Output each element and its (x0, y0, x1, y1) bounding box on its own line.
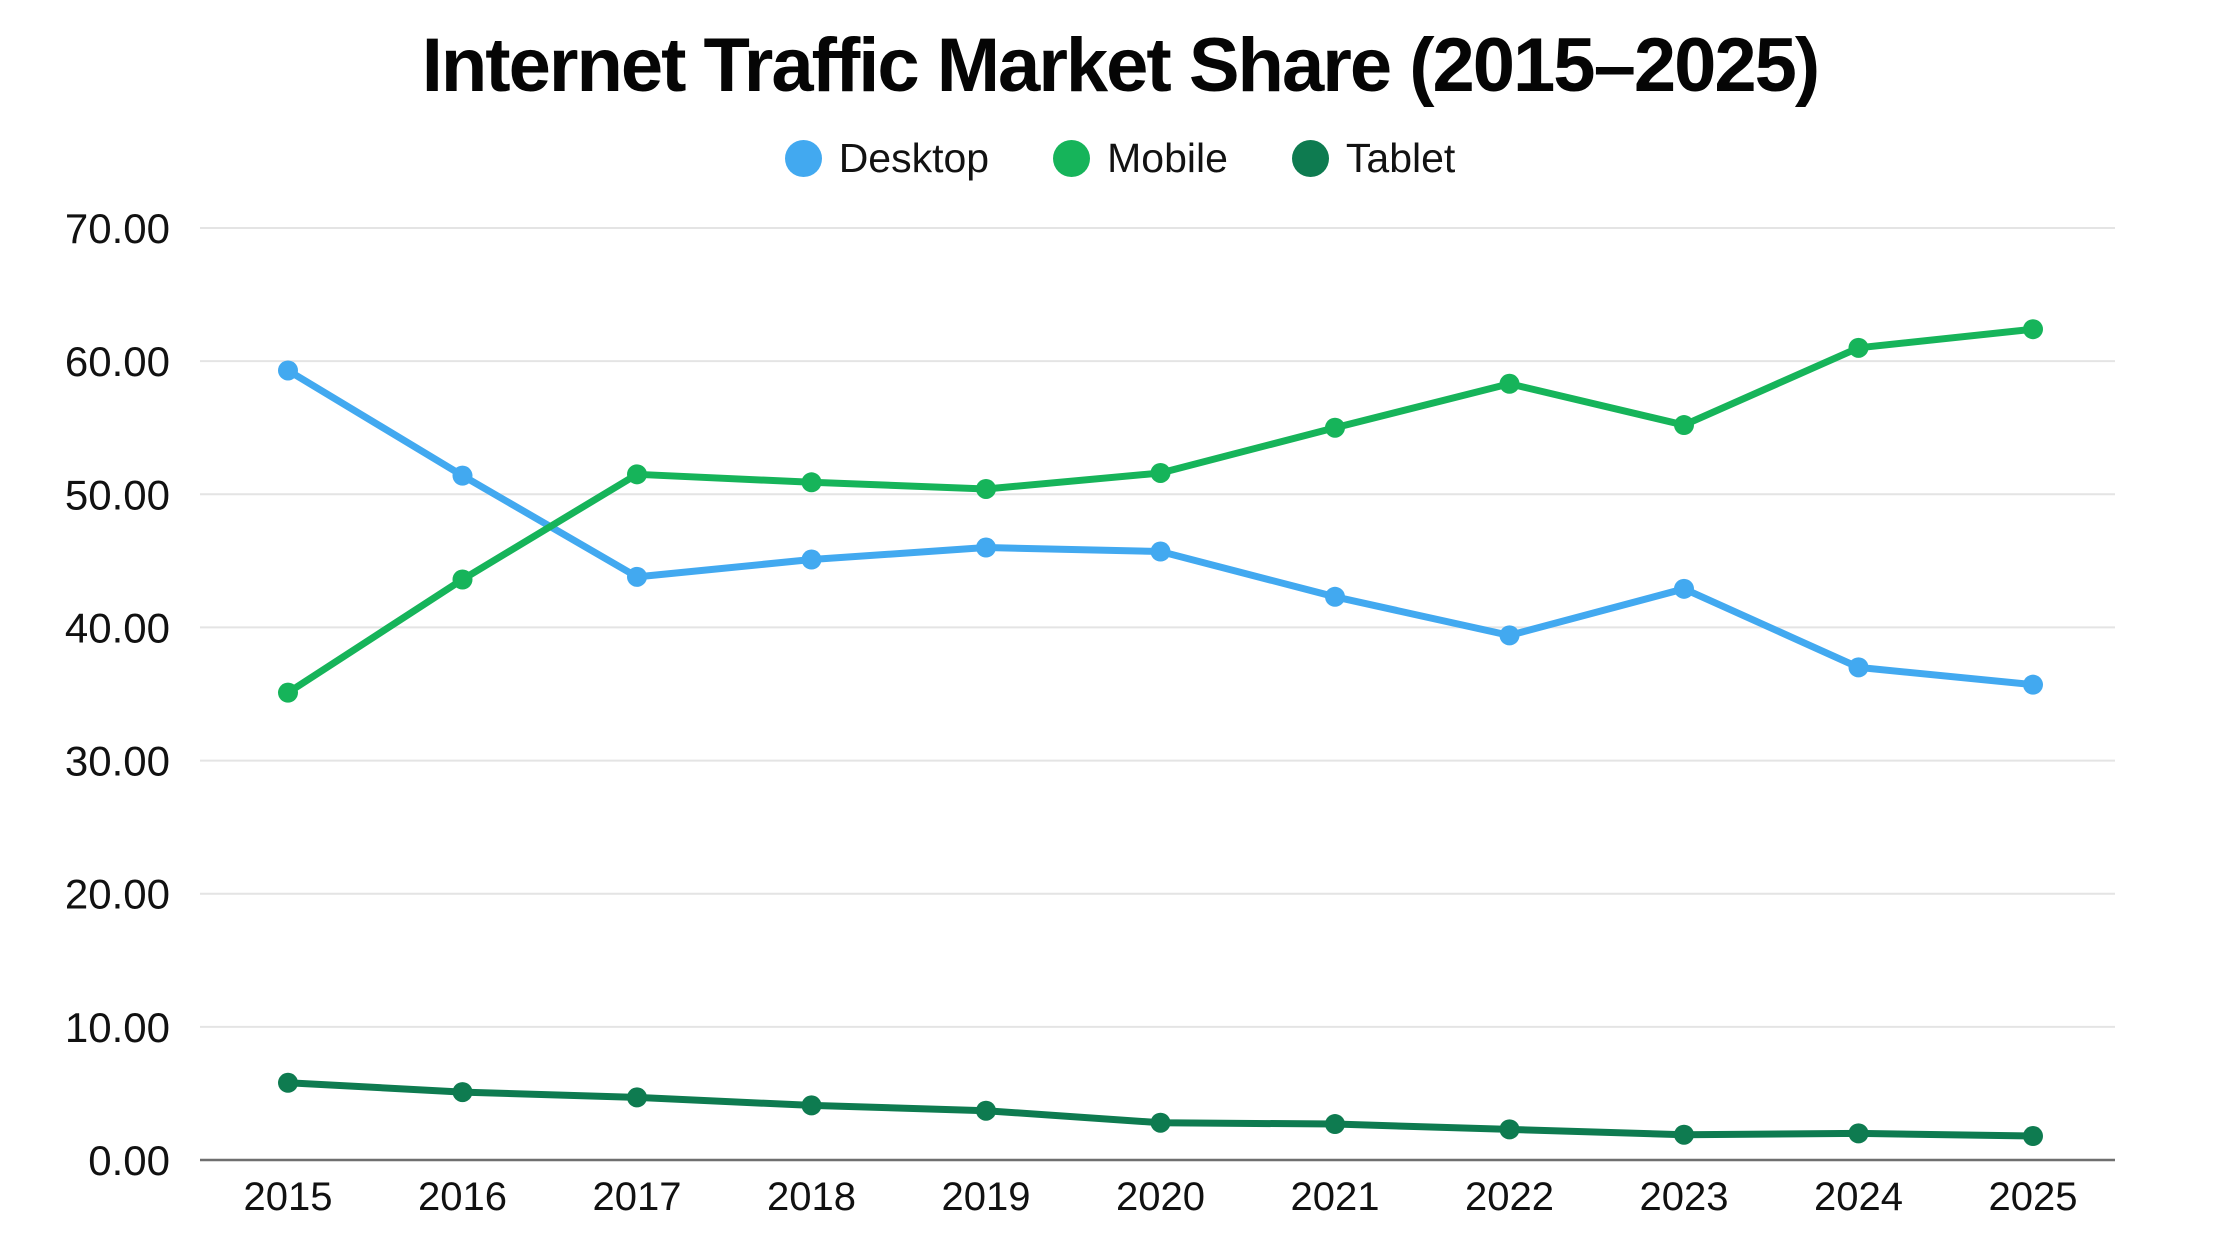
desktop-point-2021 (1325, 586, 1345, 607)
y-tick-label: 30.00 (65, 738, 170, 785)
chart-title: Internet Traffic Market Share (2015–2025… (421, 23, 1820, 108)
tablet-point-2020 (1150, 1112, 1171, 1133)
x-tick-label: 2022 (1465, 1175, 1554, 1219)
y-tick-label: 40.00 (65, 604, 170, 651)
x-tick-label: 2025 (1989, 1175, 2078, 1219)
x-tick-label: 2024 (1814, 1175, 1903, 1219)
mobile-point-2018 (801, 472, 822, 493)
gridlines (200, 227, 2115, 1028)
x-tick-label: 2018 (767, 1175, 856, 1219)
desktop-point-2023 (1674, 578, 1694, 599)
tablet-point-2017 (627, 1087, 647, 1108)
series-mobile (278, 319, 2043, 703)
x-tick-label: 2016 (418, 1175, 507, 1219)
mobile-point-2022 (1499, 373, 1520, 394)
mobile-legend-dot-icon (1053, 140, 1091, 177)
x-axis-labels: 2015 2016 2017 2018 2019 2020 2021 2022 2023 2024… (244, 1175, 2078, 1219)
tablet-point-2025 (2023, 1126, 2043, 1147)
mobile-point-2020 (1150, 462, 1171, 483)
mobile-point-2015 (278, 682, 298, 703)
tablet-point-2023 (1674, 1124, 1694, 1145)
y-tick-label: 60.00 (65, 338, 170, 385)
tablet-legend-dot-icon (1291, 140, 1329, 177)
desktop-point-2020 (1150, 541, 1171, 562)
desktop-point-2018 (801, 549, 822, 570)
tablet-point-2022 (1499, 1119, 1520, 1140)
series-tablet (278, 1072, 2043, 1147)
desktop-point-2015 (278, 360, 298, 381)
y-tick-label: 20.00 (65, 871, 170, 918)
tablet-point-2024 (1848, 1123, 1869, 1144)
mobile-point-2025 (2023, 319, 2043, 340)
legend-item-mobile[interactable]: Mobile (1053, 138, 1228, 179)
mobile-point-2017 (627, 464, 647, 485)
mobile-line (284, 325, 2037, 697)
x-tick-label: 2020 (1116, 1175, 1205, 1219)
series-desktop (278, 360, 2043, 695)
y-tick-label: 70.00 (65, 205, 170, 252)
tablet-legend-label: Tablet (1345, 135, 1456, 181)
tablet-point-2018 (801, 1095, 822, 1116)
tablet-point-2016 (452, 1082, 473, 1103)
tablet-point-2015 (278, 1072, 298, 1093)
desktop-point-2022 (1499, 625, 1520, 646)
y-tick-label: 0.00 (88, 1137, 170, 1184)
legend-item-desktop[interactable]: Desktop (784, 135, 990, 181)
mobile-point-2023 (1674, 415, 1694, 436)
legend-item-tablet[interactable]: Tablet (1291, 135, 1456, 181)
tablet-point-2019 (976, 1100, 996, 1121)
x-tick-label: 2019 (942, 1175, 1031, 1219)
desktop-point-2016 (452, 465, 473, 486)
desktop-legend-dot-icon (784, 140, 822, 177)
y-axis-labels: 0.00 10.00 20.00 30.00 40.00 50.00 60.00 70.00 (65, 205, 170, 1184)
desktop-legend-label: Desktop (838, 135, 990, 181)
tablet-point-2021 (1325, 1114, 1345, 1135)
chart-legend: Desktop Mobile Tablet (0, 138, 2240, 179)
mobile-legend-label: Mobile (1107, 135, 1228, 181)
desktop-point-2017 (627, 566, 647, 587)
mobile-point-2021 (1325, 417, 1345, 438)
mobile-point-2016 (452, 569, 473, 590)
y-tick-label: 10.00 (65, 1004, 170, 1051)
x-tick-label: 2017 (593, 1175, 682, 1219)
mobile-point-2024 (1848, 337, 1869, 358)
desktop-point-2025 (2023, 674, 2043, 695)
x-tick-label: 2021 (1291, 1175, 1380, 1219)
y-tick-label: 50.00 (65, 471, 170, 518)
desktop-point-2019 (976, 537, 996, 558)
x-tick-label: 2023 (1640, 1175, 1729, 1219)
x-tick-label: 2015 (244, 1175, 333, 1219)
desktop-point-2024 (1848, 657, 1869, 678)
mobile-point-2019 (976, 478, 996, 499)
